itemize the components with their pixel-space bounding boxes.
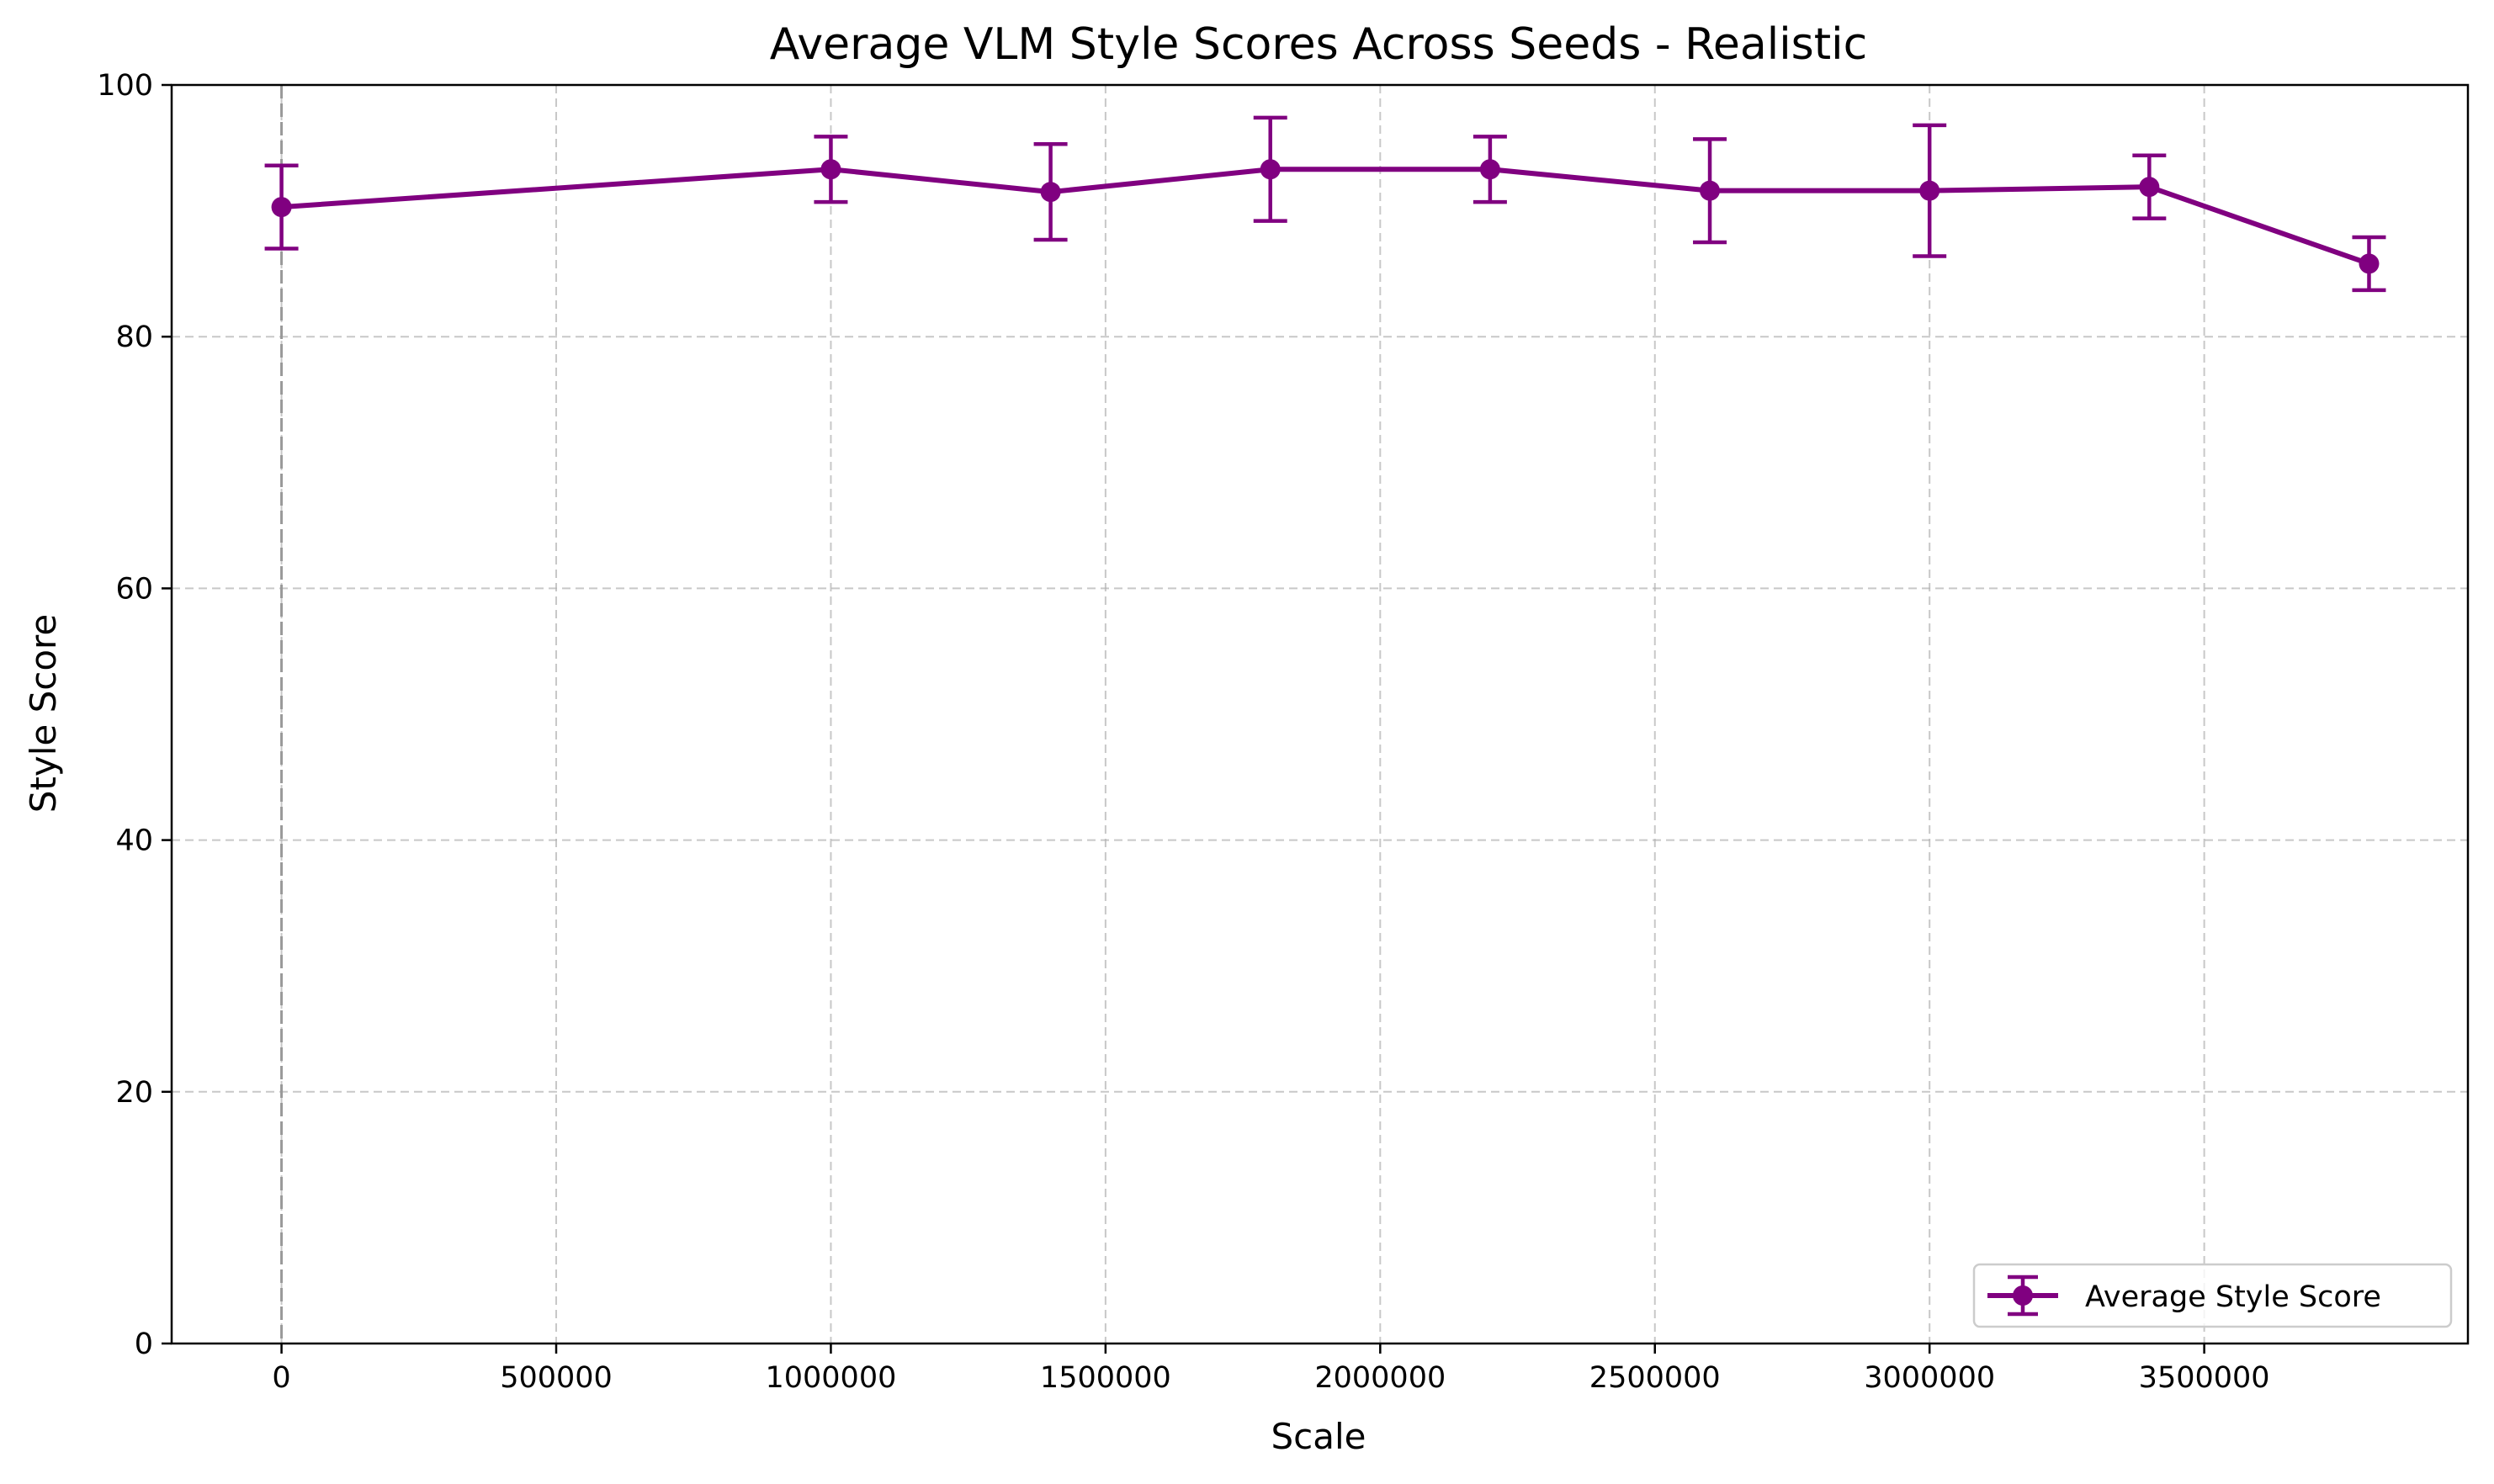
data-point [1919,180,1940,201]
legend: Average Style Score [1972,1263,2453,1328]
x-axis-label: Scale [1271,1416,1366,1457]
x-tick-label: 3500000 [2139,1361,2270,1395]
y-tick-label: 100 [97,69,153,103]
y-tick-label: 40 [115,824,153,858]
data-point [820,159,841,180]
x-tick-label: 500000 [500,1361,613,1395]
legend-marker-icon [1987,1275,2058,1317]
data-point [1700,180,1721,201]
x-tick-label: 3000000 [1864,1361,1995,1395]
x-tick-label: 0 [272,1361,290,1395]
data-point [271,197,292,218]
data-point [2359,253,2380,274]
y-tick-label: 60 [115,572,153,606]
data-point [1260,159,1281,180]
y-tick-label: 80 [115,321,153,354]
x-tick-label: 1000000 [765,1361,896,1395]
y-axis-label: Style Score [23,614,64,813]
data-point [2139,177,2160,198]
legend-marker [2013,1285,2033,1306]
y-tick-label: 20 [115,1076,153,1110]
legend-label: Average Style Score [2085,1280,2381,1314]
data-point [1479,159,1500,180]
x-tick-label: 2500000 [1589,1361,1721,1395]
legend-box [1972,1263,2453,1328]
x-tick-label: 1500000 [1040,1361,1171,1395]
axis-ticks: 0 500000 1000000 1500000 2000000 2500000 30000… [97,69,2269,1395]
plot-area-frame [170,83,2470,1345]
y-tick-label: 0 [135,1328,153,1361]
series-layer [264,115,2386,293]
data-point [1040,182,1061,203]
chart-title: Average VLM Style Scores Across Seeds - … [770,19,1867,70]
x-tick-label: 2000000 [1314,1361,1446,1395]
